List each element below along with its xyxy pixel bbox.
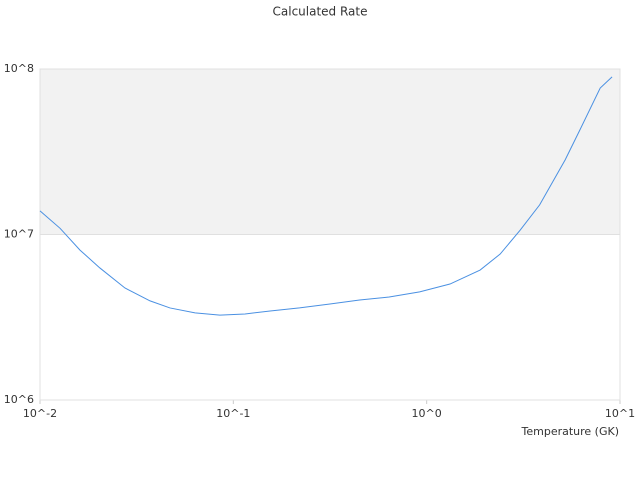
x-tick-label: 10^0 <box>412 407 442 420</box>
x-tick-label: 10^-1 <box>216 407 250 420</box>
data-line <box>39 76 613 316</box>
y-tick-label: 10^7 <box>4 228 34 241</box>
plot-border <box>39 68 621 401</box>
x-tick-label: 10^-2 <box>23 407 57 420</box>
x-axis-label: Temperature (GK) <box>521 425 620 438</box>
x-tick-label: 10^1 <box>605 407 635 420</box>
plot-band <box>40 69 620 235</box>
y-tick-label: 10^6 <box>4 393 34 406</box>
y-tick-label: 10^8 <box>4 62 34 75</box>
chart-title: Calculated Rate <box>273 5 368 19</box>
